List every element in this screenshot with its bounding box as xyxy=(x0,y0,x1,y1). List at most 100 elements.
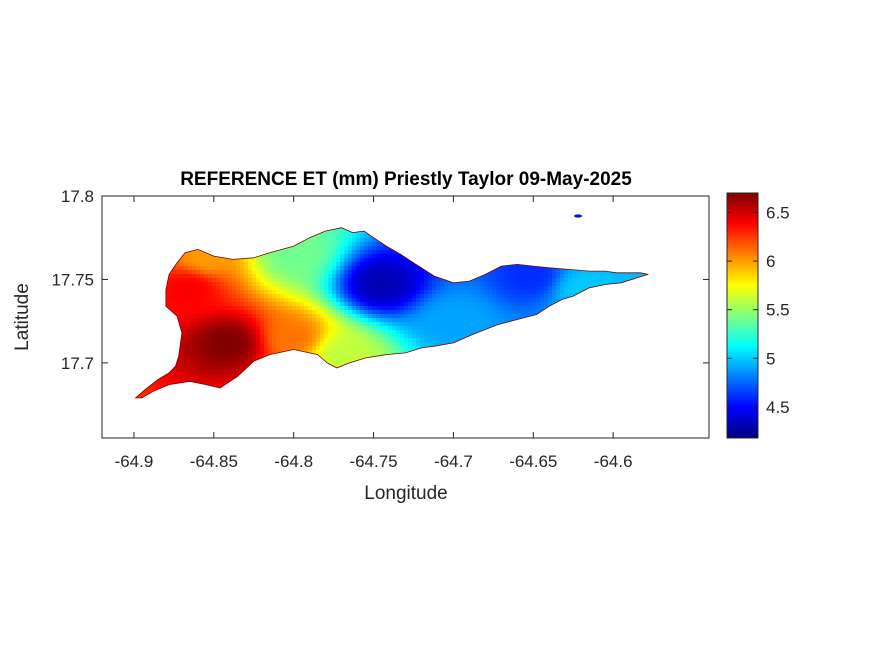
heat-cell xyxy=(168,294,173,299)
heat-cell xyxy=(304,322,309,327)
heat-cell xyxy=(240,322,245,327)
heat-cell xyxy=(248,302,253,307)
heat-cell xyxy=(352,282,357,287)
heat-cell xyxy=(272,266,277,271)
heat-cell xyxy=(172,302,177,307)
heat-cell xyxy=(480,322,485,327)
heat-cell xyxy=(232,306,237,311)
heat-cell xyxy=(228,334,233,339)
heat-cell xyxy=(296,338,301,343)
heat-cell xyxy=(296,306,301,311)
heat-cell xyxy=(372,322,377,327)
heat-cell xyxy=(216,278,221,283)
heat-cell xyxy=(308,334,313,339)
heat-cell xyxy=(376,310,381,315)
heat-cell xyxy=(416,290,421,295)
heat-cell xyxy=(420,290,425,295)
heat-cell xyxy=(212,382,217,387)
heat-cell xyxy=(376,322,381,327)
heat-cell xyxy=(220,294,225,299)
heat-cell xyxy=(296,310,301,315)
heat-cell xyxy=(276,338,281,343)
heat-cell xyxy=(312,290,317,295)
heat-cell xyxy=(288,270,293,275)
heat-cell xyxy=(376,338,381,343)
heat-cell xyxy=(200,254,205,259)
heat-cell xyxy=(300,334,305,339)
heat-cell xyxy=(284,322,289,327)
heat-cell xyxy=(400,294,405,299)
heat-cell xyxy=(180,270,185,275)
heat-cell xyxy=(172,278,177,283)
heat-cell xyxy=(232,258,237,263)
heat-cell xyxy=(392,326,397,331)
heat-cell xyxy=(468,314,473,319)
heat-cell xyxy=(372,298,377,303)
heat-cell xyxy=(352,334,357,339)
heat-cell xyxy=(264,314,269,319)
heat-cell xyxy=(452,286,457,291)
heat-cell xyxy=(204,366,209,371)
heat-cell xyxy=(428,294,433,299)
heat-cell xyxy=(220,330,225,335)
heat-cell xyxy=(456,282,461,287)
heat-cell xyxy=(264,326,269,331)
heat-cell xyxy=(232,294,237,299)
heat-cell xyxy=(192,274,197,279)
heat-cell xyxy=(428,302,433,307)
heat-cell xyxy=(292,278,297,283)
heat-cell xyxy=(312,234,317,239)
heat-cell xyxy=(320,250,325,255)
heat-cell xyxy=(304,274,309,279)
heat-cell xyxy=(376,294,381,299)
heat-cell xyxy=(228,370,233,375)
heat-cell xyxy=(432,334,437,339)
heat-cell xyxy=(452,310,457,315)
heat-cell xyxy=(296,294,301,299)
heat-cell xyxy=(280,330,285,335)
heat-cell xyxy=(448,314,453,319)
heat-cell xyxy=(228,330,233,335)
heat-cell xyxy=(312,334,317,339)
heat-cell xyxy=(148,390,153,395)
heat-cell xyxy=(288,342,293,347)
heat-cell xyxy=(468,318,473,323)
heat-cell xyxy=(264,290,269,295)
heat-cell xyxy=(264,282,269,287)
heat-cell xyxy=(284,294,289,299)
heat-cell xyxy=(412,266,417,271)
heat-cell xyxy=(292,322,297,327)
heat-cell xyxy=(344,330,349,335)
heat-cell xyxy=(184,346,189,351)
heat-cell xyxy=(168,302,173,307)
heat-cell xyxy=(228,346,233,351)
heat-cell xyxy=(272,342,277,347)
heat-cell xyxy=(256,282,261,287)
heat-cell xyxy=(372,338,377,343)
heat-cell xyxy=(456,306,461,311)
heat-cell xyxy=(344,282,349,287)
heat-cell xyxy=(436,294,441,299)
heat-cell xyxy=(336,350,341,355)
heat-cell xyxy=(268,346,273,351)
heat-cell xyxy=(380,286,385,291)
heat-cell xyxy=(372,350,377,355)
heat-cell xyxy=(272,346,277,351)
heat-cell xyxy=(208,362,213,367)
heat-cell xyxy=(432,294,437,299)
heat-cell xyxy=(320,326,325,331)
heat-cell xyxy=(332,290,337,295)
heat-cell xyxy=(372,290,377,295)
heat-cell xyxy=(352,286,357,291)
heat-cell xyxy=(176,270,181,275)
heat-cell xyxy=(232,366,237,371)
heat-cell xyxy=(216,354,221,359)
heat-cell xyxy=(300,278,305,283)
heat-cell xyxy=(352,338,357,343)
heat-cell xyxy=(448,322,453,327)
heat-cell xyxy=(432,306,437,311)
heat-cell xyxy=(476,322,481,327)
heat-cell xyxy=(192,286,197,291)
heat-cell xyxy=(368,354,373,359)
heat-cell xyxy=(268,338,273,343)
